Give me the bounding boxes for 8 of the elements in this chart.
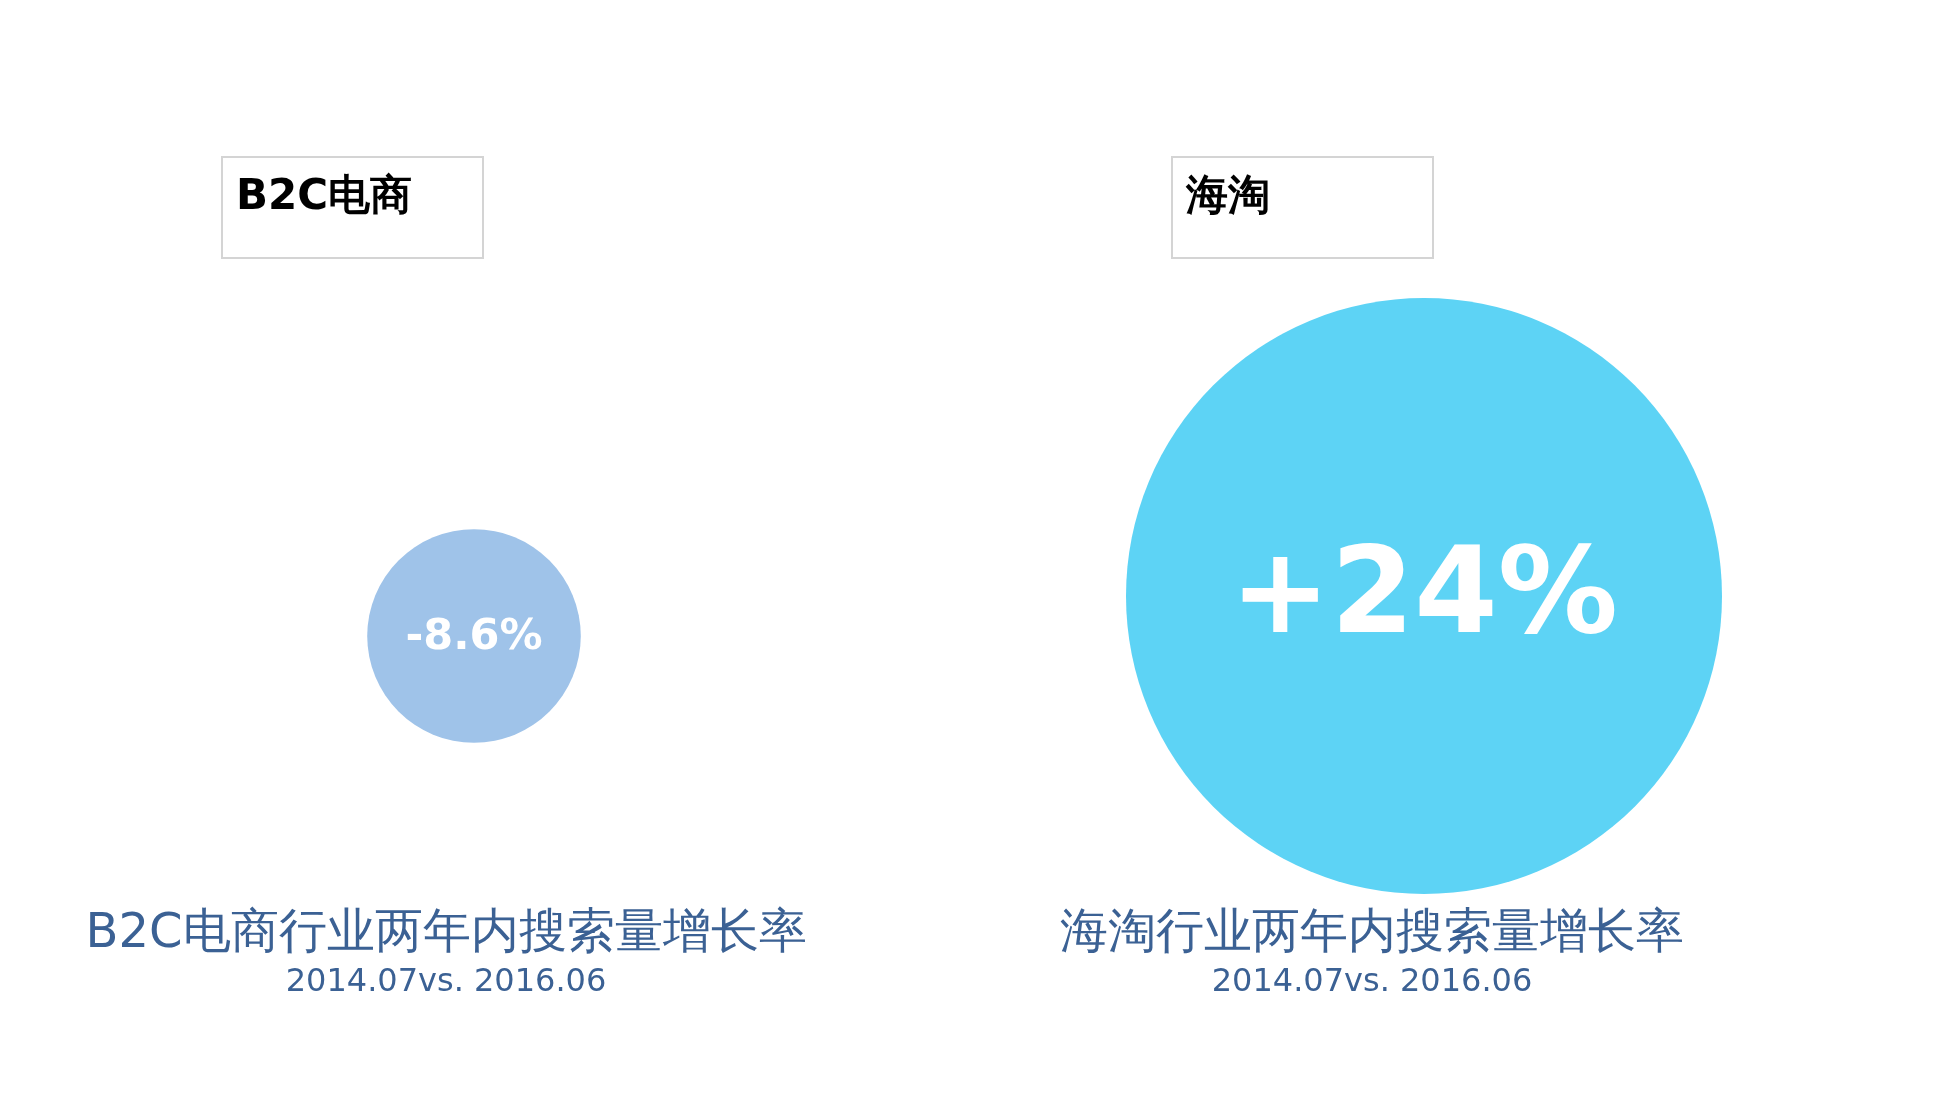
text: 2014.07vs. 2016.06 — [285, 961, 607, 999]
category-label: B2C电商行业两年内搜索量增长率 — [85, 902, 807, 958]
text: 海淘 — [1185, 170, 1270, 219]
category-label: 海淘行业两年内搜索量增长率 — [1060, 902, 1684, 958]
text: 2014.07vs. 2016.06 — [1211, 961, 1533, 999]
data-label: -8.6% — [405, 609, 543, 659]
data-label: +24% — [1230, 521, 1618, 660]
text: B2C电商 — [236, 170, 413, 219]
